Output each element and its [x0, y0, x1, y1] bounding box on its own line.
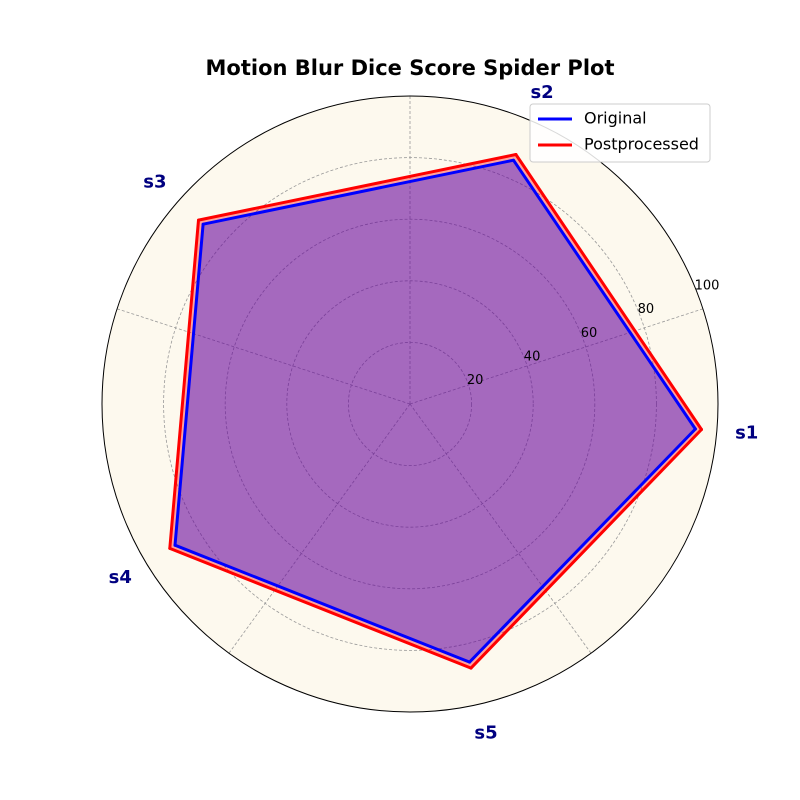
legend-label-original: Original — [584, 109, 647, 128]
axis-label-s2: s2 — [530, 82, 553, 103]
axis-label-s3: s3 — [143, 171, 166, 192]
legend: Original Postprocessed — [530, 104, 710, 162]
chart-title: Motion Blur Dice Score Spider Plot — [206, 56, 615, 80]
data-point — [197, 219, 200, 222]
data-point — [468, 661, 471, 664]
data-point — [694, 428, 697, 431]
data-point — [470, 667, 473, 670]
data-point — [512, 159, 515, 162]
radial-tick-label: 40 — [524, 349, 541, 364]
data-point — [514, 153, 517, 156]
axis-label-s1: s1 — [735, 423, 758, 444]
data-point — [174, 544, 177, 547]
axis-label-s5: s5 — [474, 722, 497, 743]
data-point — [700, 428, 703, 431]
data-point — [202, 223, 205, 226]
data-point — [168, 547, 171, 550]
radial-tick-label: 60 — [581, 326, 598, 341]
axis-label-s4: s4 — [109, 567, 132, 588]
radial-tick-label: 80 — [638, 302, 655, 317]
radial-tick-label: 20 — [467, 373, 484, 388]
legend-label-postprocessed: Postprocessed — [584, 135, 699, 154]
radial-tick-label: 100 — [695, 279, 720, 294]
